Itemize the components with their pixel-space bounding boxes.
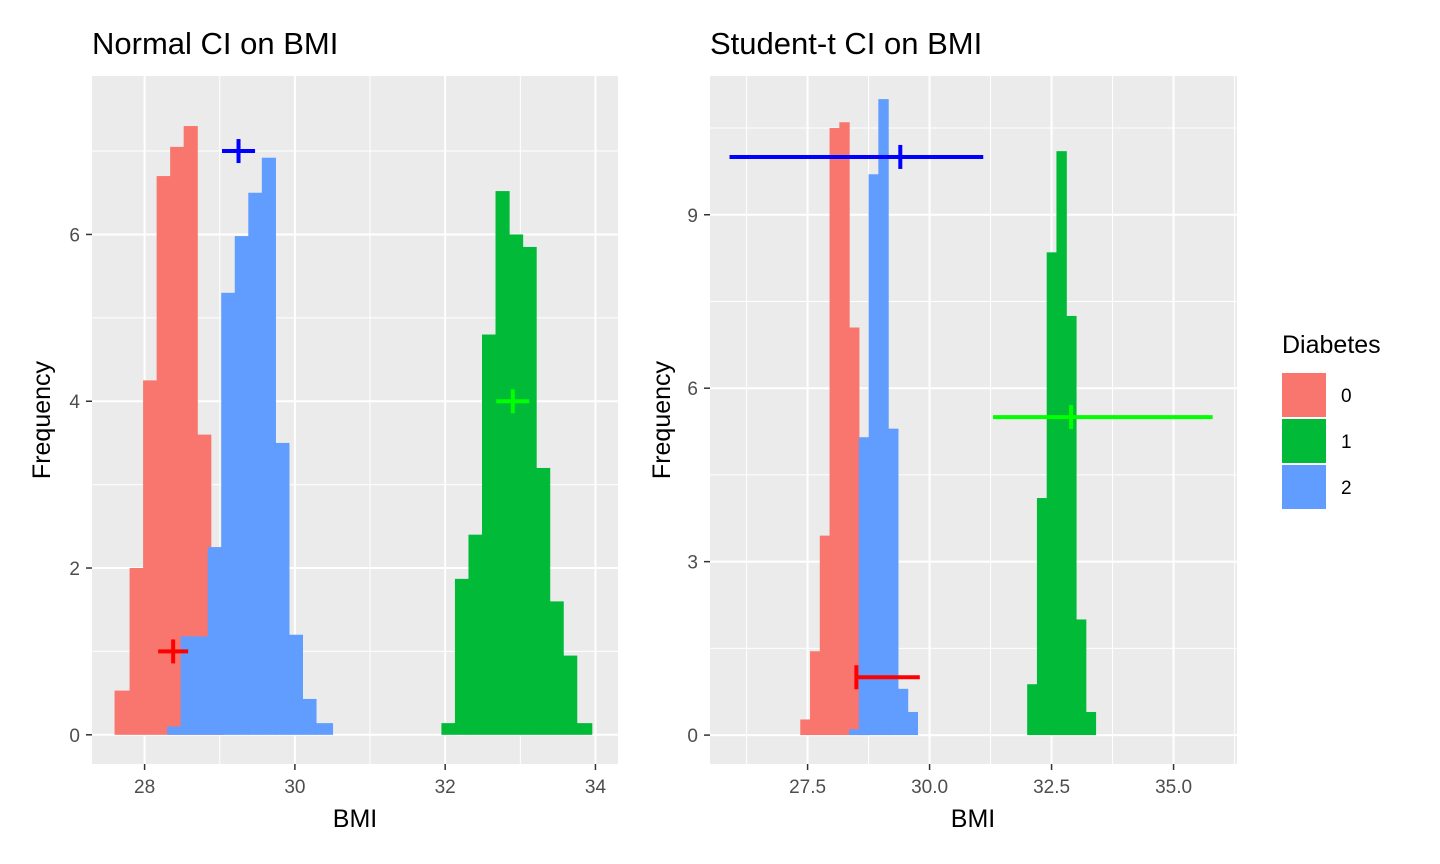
histogram-bar-group-1 [454,578,470,735]
y-tick-label: 3 [687,553,698,574]
normal-ci-x-axis-label: BMI [333,805,377,833]
x-tick-label: 30.0 [911,777,948,798]
histogram-bar-group-1 [549,601,564,735]
histogram-bar-group-2 [315,723,334,735]
histogram-bar-group-1 [1085,711,1097,736]
histogram-bar-group-2 [167,726,182,735]
y-tick-label: 2 [69,559,80,580]
histogram-bar-group-2 [180,636,195,735]
normal-ci-title: Normal CI on BMI [92,26,338,61]
x-tick-label: 30 [284,777,305,798]
panel-background [710,76,1237,764]
x-tick-label: 28 [134,777,155,798]
student-t-ci-x-axis-label: BMI [951,805,995,833]
y-tick-label: 9 [687,206,698,227]
histogram-bar-group-2 [261,157,276,735]
histogram-bar-group-2 [302,698,317,735]
histogram-bar-group-0 [156,176,171,735]
histogram-bar-group-2 [275,442,290,735]
histogram-bar-group-2 [897,688,909,736]
histogram-bar-group-1 [576,723,593,735]
histogram-bar-group-0 [849,327,860,736]
histogram-bar-group-2 [221,292,236,735]
histogram-bar-group-2 [234,236,249,735]
histogram-bar-group-1 [1036,498,1048,736]
histogram-bar-group-0 [819,535,831,736]
x-tick-label: 32.5 [1033,777,1070,798]
y-tick-label: 0 [687,726,698,747]
histogram-bar-group-0 [170,146,185,735]
histogram-bar-group-2 [878,99,889,736]
histogram-bar-group-0 [143,380,158,735]
histogram-bar-group-1 [563,655,578,735]
histogram-bar-group-0 [839,122,850,736]
legend-title: Diabetes [1282,331,1381,359]
legend-label-2: 2 [1341,478,1352,499]
histogram-bar-group-1 [1056,151,1067,736]
plot-area: 27.5 30.0 32.5 35.0 0 3 6 9 [687,76,1237,798]
histogram-bar-group-1 [536,467,551,735]
histogram-bar-group-0 [800,719,811,736]
student-t-ci-title: Student-t CI on BMI [710,26,982,61]
legend-key-2 [1282,465,1326,509]
x-tick-label: 32 [435,777,456,798]
histogram-bar-group-0 [129,568,144,735]
histogram-bar-group-2 [248,192,263,735]
histogram-bar-group-1 [1027,684,1038,736]
histogram-bar-group-1 [495,191,510,735]
histogram-bar-group-1 [1075,619,1087,736]
normal-ci-y-axis-label: Frequency [28,360,56,479]
histogram-bar-group-1 [522,246,537,735]
histogram-bar-group-1 [468,534,483,735]
y-tick-label: 4 [69,392,80,413]
histogram-bar-group-0 [829,128,840,736]
y-tick-label: 6 [69,225,80,246]
histogram-bar-group-2 [194,636,209,735]
x-tick-label: 35.0 [1155,777,1192,798]
legend-key-1 [1282,419,1326,463]
histogram-bar-group-1 [441,723,456,735]
x-tick-label: 27.5 [789,777,826,798]
legend: Diabetes 0 1 2 [1282,331,1381,509]
normal-ci-panel: 28 30 32 34 0 2 4 6 Normal CI on BMI BMI Frequen… [28,26,618,833]
y-tick-label: 6 [687,379,698,400]
legend-label-0: 0 [1341,386,1352,407]
histogram-bar-group-0 [114,690,131,735]
histogram-bar-group-1 [1046,252,1058,736]
histogram-bar-group-2 [207,547,222,735]
histogram-bar-group-0 [183,126,198,735]
plot-area: 28 30 32 34 0 2 4 6 [69,76,618,798]
histogram-bar-group-2 [888,428,899,736]
y-tick-label: 0 [69,726,80,747]
histogram-bar-group-1 [1066,315,1077,736]
x-tick-label: 34 [585,777,607,798]
histogram-bar-group-2 [868,174,879,736]
histogram-bar-group-2 [849,729,860,736]
student-t-ci-y-axis-label: Frequency [648,360,676,479]
histogram-bar-group-1 [509,234,524,735]
histogram-bar-group-0 [810,651,821,736]
legend-label-1: 1 [1341,432,1352,453]
histogram-bar-group-2 [858,437,870,736]
histogram-bar-group-2 [288,634,303,735]
legend-key-0 [1282,373,1326,417]
histogram-bar-group-2 [907,711,918,736]
histogram-bar-group-1 [481,334,497,735]
